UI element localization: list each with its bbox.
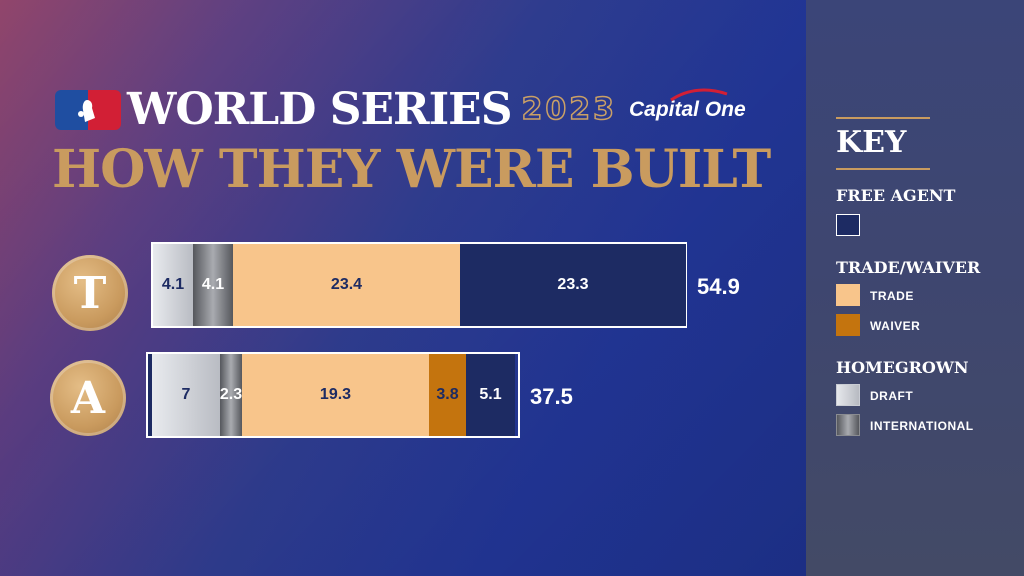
data-label: 2.3: [219, 386, 243, 403]
data-label: 4.1: [201, 276, 225, 293]
key-label-waiver: WAIVER: [870, 319, 921, 333]
swatch-free-agent: [836, 214, 860, 236]
bar-segment-waiver: 3.8: [429, 354, 466, 436]
header: WORLD SERIES 2023 Capital One: [55, 86, 746, 134]
key-heading-free-agent: FREE AGENT: [836, 186, 956, 205]
sponsor-logo: Capital One: [629, 88, 746, 122]
data-label: 19.3: [319, 386, 352, 403]
data-label: 23.4: [330, 276, 363, 293]
swatch-trade: [836, 284, 860, 306]
swoosh-icon: [670, 88, 728, 102]
key-heading-trade-waiver: TRADE/WAIVER: [836, 258, 981, 277]
bar-edge-mark: [148, 354, 152, 436]
rangers-total: 54.9: [697, 274, 740, 299]
swatch-draft: [836, 384, 860, 406]
data-label: 7: [181, 386, 191, 403]
bar-segment-free-agent: 23.3: [460, 244, 686, 326]
diamondbacks-bar: 7 2.3 19.3 3.8 5.1: [146, 352, 520, 438]
key-label-draft: DRAFT: [870, 389, 914, 403]
bar-segment-international: 4.1: [193, 244, 233, 326]
data-label: 4.1: [161, 276, 185, 293]
key-label-trade: TRADE: [870, 289, 914, 303]
diamondbacks-total: 37.5: [530, 384, 573, 409]
key-title: KEY: [836, 117, 930, 170]
rangers-logo-icon: T: [52, 255, 128, 331]
world-series-year: 2023: [521, 92, 617, 127]
mlb-logo-icon: [55, 90, 121, 130]
chart-subtitle: HOW THEY WERE BUILT: [52, 139, 771, 200]
bar-segment-draft: 4.1: [153, 244, 193, 326]
world-series-title: WORLD SERIES: [127, 84, 512, 135]
bar-segment-free-agent: 5.1: [466, 354, 515, 436]
sponsor-name: Capital One: [629, 98, 746, 121]
swatch-international: [836, 414, 860, 436]
rangers-bar: 4.1 4.1 23.4 23.3: [151, 242, 687, 328]
key-heading-homegrown: HOMEGROWN: [836, 358, 969, 377]
data-label: 3.8: [436, 386, 459, 403]
data-label: 5.1: [479, 386, 502, 403]
bar-segment-draft: 7: [152, 354, 220, 436]
bar-segment-international: 2.3: [220, 354, 242, 436]
swatch-waiver: [836, 314, 860, 336]
bar-segment-trade: 19.3: [242, 354, 429, 436]
diamondbacks-logo-icon: A: [50, 360, 126, 436]
data-label: 23.3: [557, 276, 589, 293]
key-label-international: INTERNATIONAL: [870, 419, 974, 433]
bar-segment-trade: 23.4: [233, 244, 460, 326]
